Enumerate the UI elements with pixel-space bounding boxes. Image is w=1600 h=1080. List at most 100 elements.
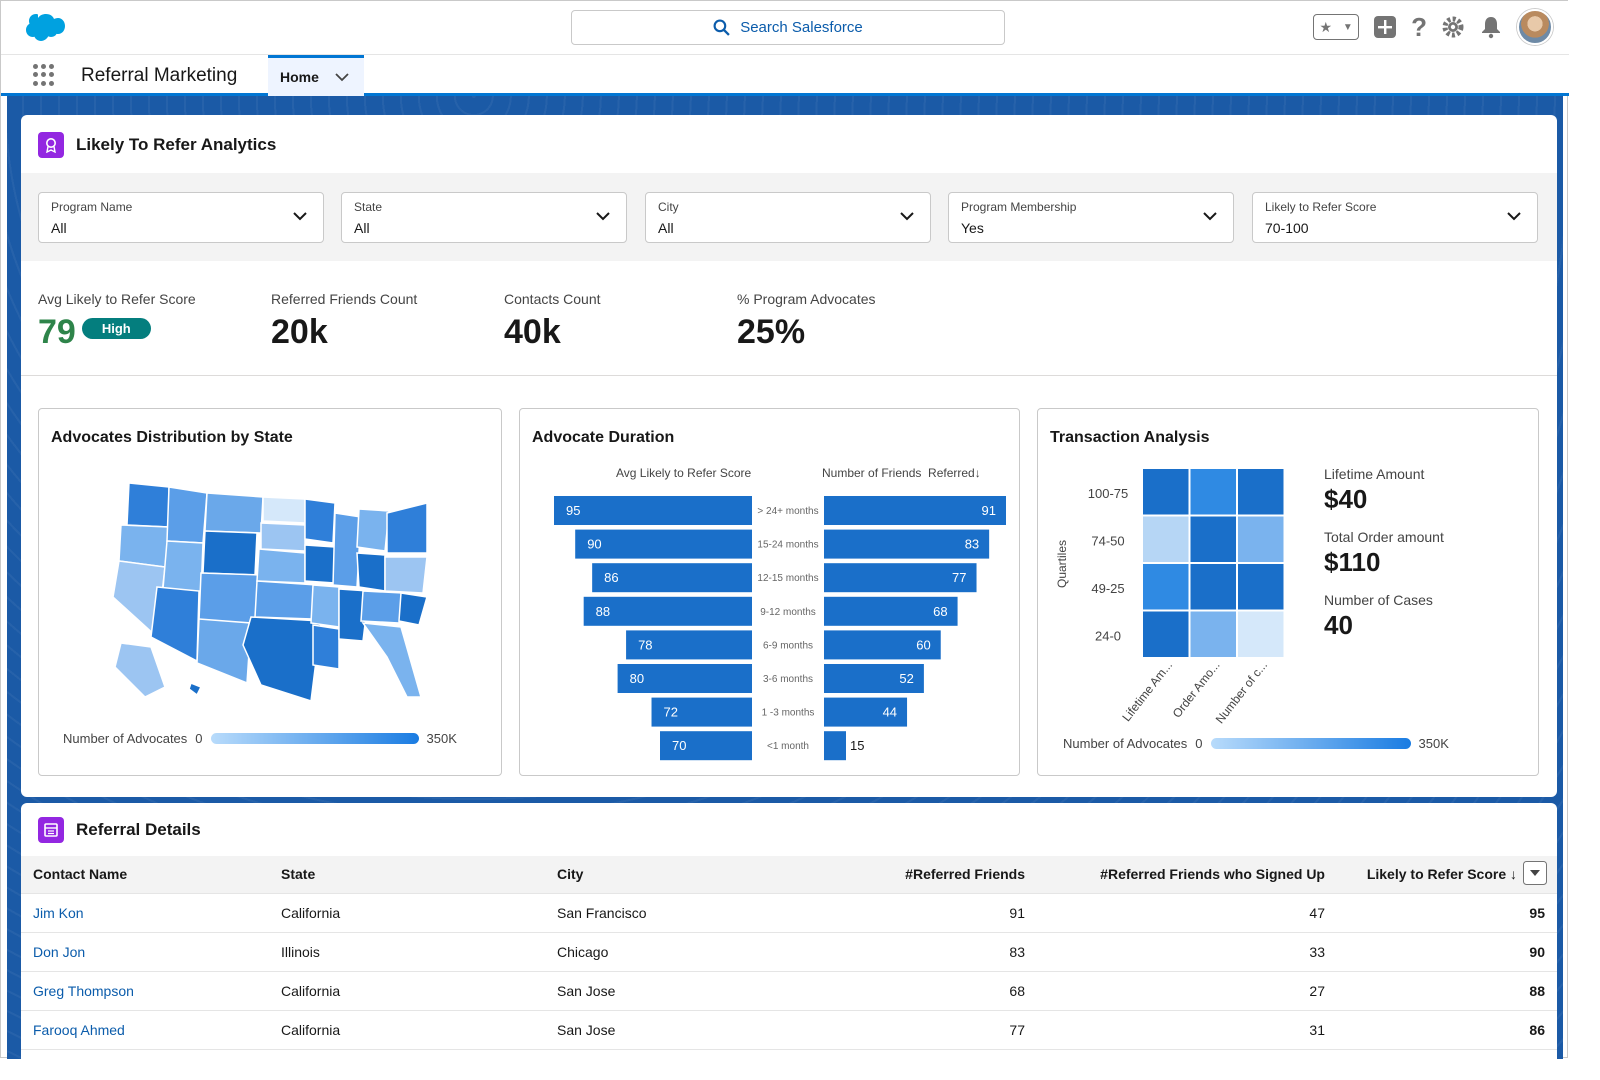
- right-bar-label: 83: [965, 537, 979, 552]
- award-icon: [38, 132, 64, 158]
- heatmap-cell[interactable]: [1143, 469, 1189, 515]
- right-bar[interactable]: [824, 697, 908, 727]
- filter-label: City: [658, 200, 679, 214]
- heatmap-cell[interactable]: [1190, 516, 1237, 563]
- chevron-down-icon: [1203, 212, 1217, 221]
- heatmap-cell[interactable]: [1238, 516, 1284, 563]
- bell-icon[interactable]: [1479, 15, 1503, 39]
- filter-state[interactable]: State All: [341, 192, 627, 243]
- transaction-legend: Number of Advocates 0 350K: [1063, 736, 1449, 751]
- left-bar[interactable]: [617, 664, 752, 693]
- kpi-label: % Program Advocates: [737, 291, 876, 307]
- user-avatar[interactable]: [1517, 9, 1553, 45]
- app-launcher-icon[interactable]: [33, 64, 55, 86]
- column-header[interactable]: Likely to Refer Score ↓: [1337, 856, 1523, 894]
- panel-title: Transaction Analysis: [1050, 429, 1210, 446]
- dropdown-arrow-icon[interactable]: [1523, 860, 1547, 885]
- page-title: Likely To Refer Analytics: [76, 135, 277, 154]
- add-icon[interactable]: [1373, 15, 1397, 39]
- us-map[interactable]: [101, 473, 431, 713]
- score-cell: 86: [1337, 1010, 1557, 1050]
- contact-link[interactable]: Jim Kon: [33, 904, 84, 921]
- gear-icon[interactable]: [1441, 15, 1465, 39]
- filter-value: Yes: [961, 220, 984, 236]
- help-icon[interactable]: ?: [1411, 12, 1427, 42]
- filter-label: Likely to Refer Score: [1265, 200, 1377, 214]
- row-label: 100-75: [1088, 486, 1128, 501]
- signed-up-cell: 27: [1037, 971, 1337, 1011]
- heatmap-cell[interactable]: [1143, 516, 1189, 563]
- details-header: Referral Details: [38, 817, 201, 843]
- contact-link[interactable]: Don Jon: [33, 943, 86, 960]
- global-search[interactable]: Search Salesforce: [571, 10, 1005, 45]
- tab-home[interactable]: Home: [268, 55, 364, 96]
- right-bar[interactable]: [824, 529, 990, 559]
- duration-funnel-chart[interactable]: 95 > 24+ months 91 90 15-24 months 83 86 12-15 …: [520, 487, 1021, 777]
- heatmap-cell[interactable]: [1238, 564, 1284, 610]
- table-row: Don Jon Illinois Chicago 83 33 90: [21, 932, 1557, 972]
- column-header[interactable]: State: [269, 856, 545, 894]
- contact-link[interactable]: Greg Thompson: [33, 982, 134, 999]
- left-bar[interactable]: [583, 596, 752, 626]
- filter-program-membership[interactable]: Program Membership Yes: [948, 192, 1234, 243]
- right-bar[interactable]: [824, 563, 977, 593]
- right-bar[interactable]: [824, 664, 924, 693]
- column-header[interactable]: #Referred Friends who Signed Up: [1037, 856, 1337, 894]
- panel-title: Advocate Duration: [532, 429, 675, 446]
- right-bar[interactable]: [824, 496, 1006, 525]
- kpi-value: 79 High: [38, 313, 196, 352]
- column-header[interactable]: City: [545, 856, 775, 894]
- favorites-button[interactable]: ★ ▼: [1313, 14, 1360, 40]
- left-bar-label: 95: [566, 503, 580, 518]
- heatmap-cell[interactable]: [1143, 564, 1189, 610]
- right-bar[interactable]: [824, 630, 941, 660]
- transaction-heatmap[interactable]: 100-75 74-50 49-25 24-0 Lifetime Am...Order …: [1038, 449, 1298, 739]
- filter-program-name[interactable]: Program Name All: [38, 192, 324, 243]
- left-bar-label: 72: [664, 705, 678, 720]
- heatmap-cell[interactable]: [1238, 611, 1284, 658]
- right-bar[interactable]: [824, 731, 846, 761]
- contact-name-cell[interactable]: Don Jon: [21, 932, 269, 972]
- kpi-number: 79: [38, 313, 76, 351]
- filter-value: All: [51, 220, 67, 236]
- left-bar[interactable]: [554, 496, 752, 525]
- filter-city[interactable]: City All: [645, 192, 931, 243]
- contact-name-cell[interactable]: Farooq Ahmed: [21, 1010, 269, 1050]
- column-header[interactable]: #Referred Friends: [775, 856, 1037, 894]
- right-axis-header: Number of Friends Referred↓: [822, 466, 981, 480]
- heatmap-cell[interactable]: [1190, 564, 1237, 610]
- heatmap-cell[interactable]: [1190, 611, 1237, 658]
- left-bar[interactable]: [626, 630, 752, 660]
- map-legend: Number of Advocates 0 350K: [63, 731, 457, 746]
- filter-likely-to-refer-score[interactable]: Likely to Refer Score 70-100: [1252, 192, 1538, 243]
- column-label: Lifetime Am...: [1119, 658, 1175, 724]
- filter-bar: Program Name All State All City All Prog…: [21, 173, 1557, 261]
- city-cell: Chicago: [545, 932, 775, 972]
- transaction-panel: Transaction Analysis 100-75 74-50 49-25 24-…: [1037, 408, 1539, 776]
- filter-label: Program Membership: [961, 200, 1077, 214]
- filter-label: Program Name: [51, 200, 133, 214]
- chevron-down-icon[interactable]: [335, 72, 349, 82]
- city-cell: San Jose: [545, 1010, 775, 1050]
- legend-label: Number of Advocates: [1063, 736, 1188, 751]
- left-bar[interactable]: [592, 563, 752, 593]
- heatmap-cell[interactable]: [1190, 469, 1237, 515]
- column-header[interactable]: Contact Name: [21, 856, 269, 894]
- heatmap-cell[interactable]: [1143, 611, 1189, 658]
- contact-name-cell[interactable]: Greg Thompson: [21, 971, 269, 1011]
- left-bar[interactable]: [651, 697, 752, 727]
- salesforce-logo[interactable]: [23, 11, 69, 43]
- kpi-label: Avg Likely to Refer Score: [38, 291, 196, 307]
- heatmap-cell[interactable]: [1238, 469, 1284, 515]
- column-menu[interactable]: [1523, 856, 1557, 894]
- right-bar[interactable]: [824, 596, 958, 626]
- kpi-referred-friends: Referred Friends Count 20k: [271, 291, 417, 352]
- section-title: Referral Details: [76, 820, 201, 839]
- left-bar[interactable]: [575, 529, 752, 559]
- left-bar[interactable]: [660, 731, 752, 761]
- contact-name-cell[interactable]: Jim Kon: [21, 893, 269, 933]
- stat-value: $110: [1324, 547, 1381, 577]
- legend-max: 350K: [1418, 736, 1449, 751]
- contact-link[interactable]: Farooq Ahmed: [33, 1021, 125, 1038]
- referred-friends-cell: 83: [775, 932, 1037, 972]
